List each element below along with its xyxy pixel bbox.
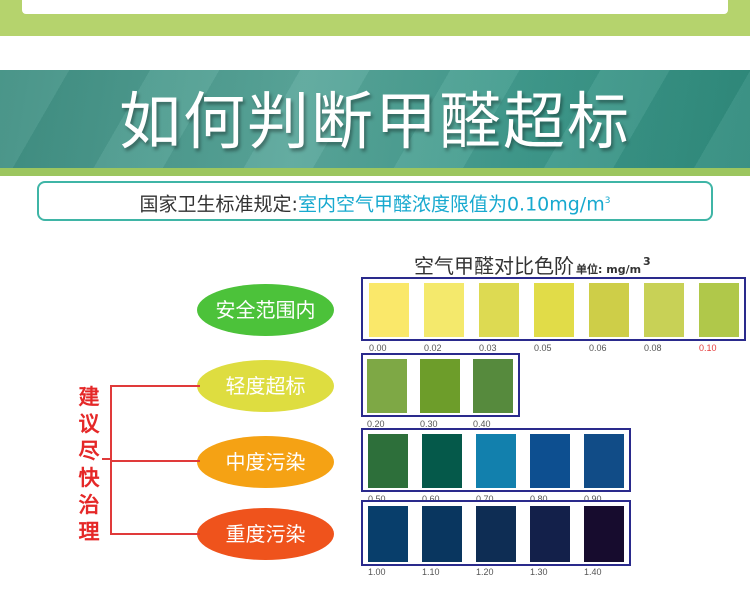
band-label-safe: 安全范围内: [197, 284, 334, 336]
concentration-label: 1.40: [584, 567, 602, 577]
band-label-light: 轻度超标: [197, 360, 334, 412]
concentration-label: 0.70: [476, 494, 494, 504]
concentration-label: 0.60: [422, 494, 440, 504]
advice-text: 建议尽快治理: [78, 385, 100, 544]
color-swatch: [476, 506, 516, 562]
concentration-label: 0.02: [424, 343, 442, 353]
concentration-label: 0.20: [367, 419, 385, 429]
color-swatch: [422, 506, 462, 562]
color-swatch: [479, 283, 519, 337]
bracket-line-severe: [110, 533, 200, 535]
page-title: 如何判断甲醛超标: [118, 85, 631, 158]
concentration-label: 0.06: [589, 343, 607, 353]
color-scale-title-text: 空气甲醛对比色阶: [414, 254, 574, 278]
color-swatch: [368, 434, 408, 488]
standard-superscript: 3: [604, 196, 611, 206]
unit-label: 单位: mg/m: [576, 263, 642, 276]
concentration-label: 0.80: [530, 494, 548, 504]
color-swatch: [644, 283, 684, 337]
concentration-label: 0.40: [473, 419, 491, 429]
bracket-line-moderate: [110, 460, 200, 462]
concentration-label: 1.20: [476, 567, 494, 577]
color-swatch: [530, 434, 570, 488]
color-swatch: [699, 283, 739, 337]
color-swatch: [534, 283, 574, 337]
concentration-label: 0.50: [368, 494, 386, 504]
advice-bracket: [110, 385, 112, 534]
standard-text: 国家卫生标准规定:室内空气甲醛浓度限值为0.10mg/m3: [39, 183, 711, 219]
advice-bracket-stem: [102, 458, 110, 460]
color-swatch: [424, 283, 464, 337]
color-swatch: [584, 506, 624, 562]
concentration-label: 0.90: [584, 494, 602, 504]
color-swatch: [369, 283, 409, 337]
color-swatch: [422, 434, 462, 488]
color-swatch: [367, 359, 407, 413]
title-banner: 如何判断甲醛超标: [0, 70, 750, 176]
bracket-line-light: [110, 385, 200, 387]
concentration-label: 0.00: [369, 343, 387, 353]
standard-prefix: 国家卫生标准规定:: [139, 193, 298, 216]
unit-superscript: 3: [643, 255, 651, 269]
color-swatch: [368, 506, 408, 562]
color-swatch: [584, 434, 624, 488]
band-label-moderate: 中度污染: [197, 436, 334, 488]
band-label-severe: 重度污染: [197, 508, 334, 560]
color-swatch: [473, 359, 513, 413]
color-swatch: [476, 434, 516, 488]
top-white-panel: [22, 0, 728, 14]
concentration-label: 1.30: [530, 567, 548, 577]
concentration-label: 0.30: [420, 419, 438, 429]
concentration-label: 0.05: [534, 343, 552, 353]
top-green-band: [0, 0, 750, 36]
concentration-label: 0.08: [644, 343, 662, 353]
color-swatch: [530, 506, 570, 562]
concentration-label: 0.03: [479, 343, 497, 353]
standard-notice: 国家卫生标准规定:室内空气甲醛浓度限值为0.10mg/m3: [37, 181, 713, 221]
color-swatch: [420, 359, 460, 413]
color-swatch: [589, 283, 629, 337]
concentration-label: 0.10: [699, 343, 717, 353]
concentration-label: 1.10: [422, 567, 440, 577]
standard-limit: 室内空气甲醛浓度限值为0.10mg/m: [297, 193, 605, 216]
color-scale-title: 空气甲醛对比色阶 单位: mg/m3: [414, 250, 714, 278]
concentration-label: 1.00: [368, 567, 386, 577]
